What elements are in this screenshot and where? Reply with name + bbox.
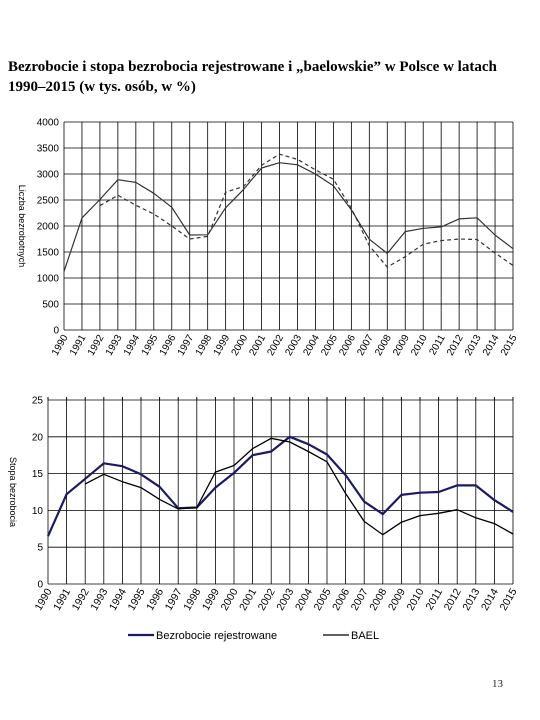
- series-line: [99, 153, 514, 268]
- x-tick-label: 2000: [230, 333, 251, 358]
- plot-area: 0500100015002000250030003500400019901991…: [17, 118, 520, 358]
- y-tick-label: 10: [32, 506, 44, 517]
- unemployment-count-chart: 0500100015002000250030003500400019901991…: [17, 118, 520, 358]
- x-tick-label: 1999: [212, 333, 233, 358]
- x-tick-label: 1992: [70, 586, 92, 612]
- x-tick-label: 1993: [88, 586, 110, 612]
- x-tick-label: 2013: [460, 586, 482, 612]
- x-tick-label: 1995: [140, 333, 161, 358]
- y-tick-label: 0: [53, 326, 59, 337]
- x-tick-label: 1994: [107, 586, 129, 612]
- y-tick-label: 1000: [37, 274, 60, 285]
- x-tick-label: 2011: [424, 586, 446, 612]
- x-tick-label: 2007: [349, 586, 371, 612]
- y-tick-label: 4000: [37, 118, 60, 129]
- x-tick-label: 2015: [499, 333, 520, 358]
- y-tick-label: 2000: [37, 222, 60, 233]
- x-tick-label: 1992: [86, 333, 107, 358]
- y-tick-label: 0: [37, 580, 43, 591]
- y-tick-label: 15: [32, 469, 44, 480]
- y-tick-label: 3500: [37, 144, 60, 155]
- x-tick-label: 2001: [248, 333, 269, 358]
- x-tick-label: 1997: [163, 586, 185, 612]
- y-tick-label: 3000: [37, 170, 60, 181]
- x-tick-label: 2004: [293, 586, 315, 612]
- x-tick-label: 1995: [126, 586, 148, 612]
- series-line: [63, 162, 514, 272]
- x-tick-label: 2007: [355, 333, 376, 358]
- legend-label: Bezrobocie rejestrowane: [156, 630, 277, 642]
- x-tick-label: 1998: [194, 333, 215, 358]
- y-tick-label: 5: [37, 543, 43, 554]
- x-tick-label: 2005: [319, 333, 340, 358]
- x-tick-label: 2008: [373, 333, 394, 358]
- x-tick-label: 2014: [479, 586, 501, 612]
- y-tick-label: 2500: [37, 196, 60, 207]
- page-title: Bezrobocie i stopa bezrobocia rejestrowa…: [8, 59, 497, 95]
- x-tick-label: 2012: [445, 333, 466, 358]
- x-tick-label: 2015: [498, 586, 520, 612]
- legend: Bezrobocie rejestrowane BAEL: [128, 630, 379, 642]
- plot-area: 0510152025199019911992199319941995199619…: [8, 396, 520, 613]
- legend-label: BAEL: [351, 630, 379, 642]
- unemployment-rate-chart: 0510152025199019911992199319941995199619…: [8, 396, 520, 643]
- x-tick-label: 1991: [68, 333, 89, 358]
- x-tick-label: 2011: [427, 333, 447, 358]
- x-tick-label: 1999: [200, 586, 222, 612]
- y-tick-label: 500: [42, 300, 59, 311]
- x-tick-label: 2008: [367, 586, 389, 612]
- x-tick-label: 2009: [386, 586, 408, 612]
- x-tick-label: 1998: [181, 586, 203, 612]
- x-tick-label: 2004: [301, 333, 322, 358]
- page-number: 13: [492, 678, 503, 690]
- x-tick-label: 1990: [33, 586, 55, 612]
- y-axis-label: Liczba bezrobotnych: [17, 185, 27, 268]
- x-tick-label: 1994: [122, 333, 143, 358]
- y-axis-label: Stopa bezrobocia: [8, 457, 18, 527]
- x-tick-label: 1993: [104, 333, 125, 358]
- x-tick-label: 2010: [405, 586, 427, 612]
- x-tick-label: 2014: [481, 333, 502, 358]
- x-tick-label: 2001: [237, 586, 259, 612]
- x-tick-label: 2012: [442, 586, 464, 612]
- x-tick-label: 2003: [274, 586, 296, 612]
- y-tick-label: 25: [32, 396, 44, 407]
- x-tick-label: 2002: [265, 333, 286, 358]
- series-line: [46, 435, 514, 537]
- x-tick-label: 1997: [176, 333, 197, 358]
- x-tick-label: 2000: [219, 586, 241, 612]
- x-tick-label: 2002: [256, 586, 278, 612]
- x-tick-label: 1996: [158, 333, 179, 358]
- x-tick-label: 1991: [51, 586, 73, 612]
- y-tick-label: 20: [32, 432, 44, 443]
- x-tick-label: 2003: [283, 333, 304, 358]
- y-tick-label: 1500: [37, 248, 60, 259]
- x-tick-label: 2006: [330, 586, 352, 612]
- x-tick-label: 2009: [391, 333, 412, 358]
- x-tick-label: 2005: [312, 586, 334, 612]
- x-tick-label: 2006: [337, 333, 358, 358]
- series-line: [84, 437, 514, 536]
- x-tick-label: 1996: [144, 586, 166, 612]
- x-tick-label: 2013: [463, 333, 484, 358]
- x-tick-label: 2010: [409, 333, 430, 358]
